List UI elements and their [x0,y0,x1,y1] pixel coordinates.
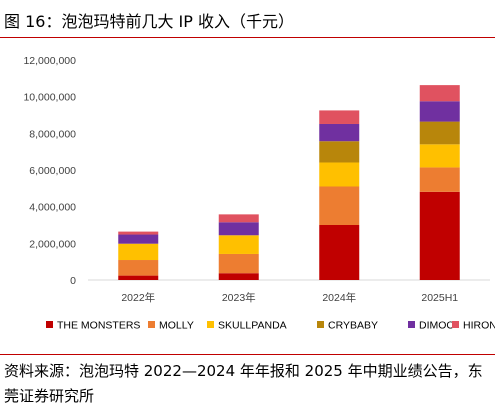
legend-label: DIMOO [419,320,455,332]
bar-segment-hirono [419,85,460,102]
legend-swatch [408,321,415,328]
bar-segment-crybaby [419,121,460,145]
x-tick-label: 2022年 [121,291,155,304]
y-tick-label: 8,000,000 [29,128,76,140]
bar-segment-skullpanda [319,162,360,187]
bar-segment-molly [419,167,460,192]
legend: THE MONSTERS MOLLY SKULLPANDA CRYBABY DIMOO H… [46,320,495,332]
bar-segment-hirono [218,214,259,223]
legend-swatch [317,321,324,328]
x-tick-label: 2024年 [322,291,356,304]
legend-swatch [46,321,53,328]
legend-swatch [452,321,459,328]
stacked-bar-chart: 0 2,000,000 4,000,000 6,000,000 8,000,000 10,… [23,55,495,332]
y-tick-label: 2,000,000 [29,238,76,250]
bar-segment-dimoo [319,123,360,142]
y-tick-label: 12,000,000 [23,55,76,67]
bar-segment-the-monsters [419,191,460,280]
x-tick-label: 2025H1 [421,292,458,304]
bar-segment-dimoo [218,222,259,236]
bar-segment-dimoo [118,234,159,244]
y-tick-label: 4,000,000 [29,202,76,214]
y-axis: 0 2,000,000 4,000,000 6,000,000 8,000,000 10,… [23,55,76,287]
legend-label: THE MONSTERS [57,320,140,332]
bar-segment-molly [218,253,259,274]
y-tick-label: 6,000,000 [29,165,76,177]
bar-segment-the-monsters [118,275,159,280]
bar-segment-hirono [118,231,159,235]
bar-segment-dimoo [419,101,460,122]
legend-swatch [148,321,155,328]
chart-title: 图 16：泡泡玛特前几大 IP 收入（千元） [4,12,294,31]
bar-segment-skullpanda [118,243,159,261]
bar-segment-hirono [319,110,360,124]
legend-label: MOLLY [159,320,194,332]
source-rule [0,354,495,355]
bars [118,85,460,280]
source-note: 资料来源：泡泡玛特 2022—2024 年年报和 2025 年中期业绩公告，东莞… [4,362,483,405]
x-axis: 2022年 2023年 2024年 2025H1 [121,291,458,304]
bar-segment-the-monsters [218,273,259,280]
bar-segment-skullpanda [218,235,259,254]
x-tick-label: 2023年 [222,291,256,304]
legend-label: CRYBABY [328,320,378,332]
title-rule [0,37,495,38]
y-tick-label: 0 [70,275,76,287]
bar-segment-the-monsters [319,225,360,280]
legend-label: HIRONO [463,320,495,332]
bar-segment-molly [319,186,360,225]
legend-swatch [207,321,214,328]
bar-segment-skullpanda [419,144,460,168]
bar-segment-molly [118,260,159,276]
bar-segment-crybaby [319,141,360,163]
y-tick-label: 10,000,000 [23,92,76,104]
legend-label: SKULLPANDA [218,320,287,332]
